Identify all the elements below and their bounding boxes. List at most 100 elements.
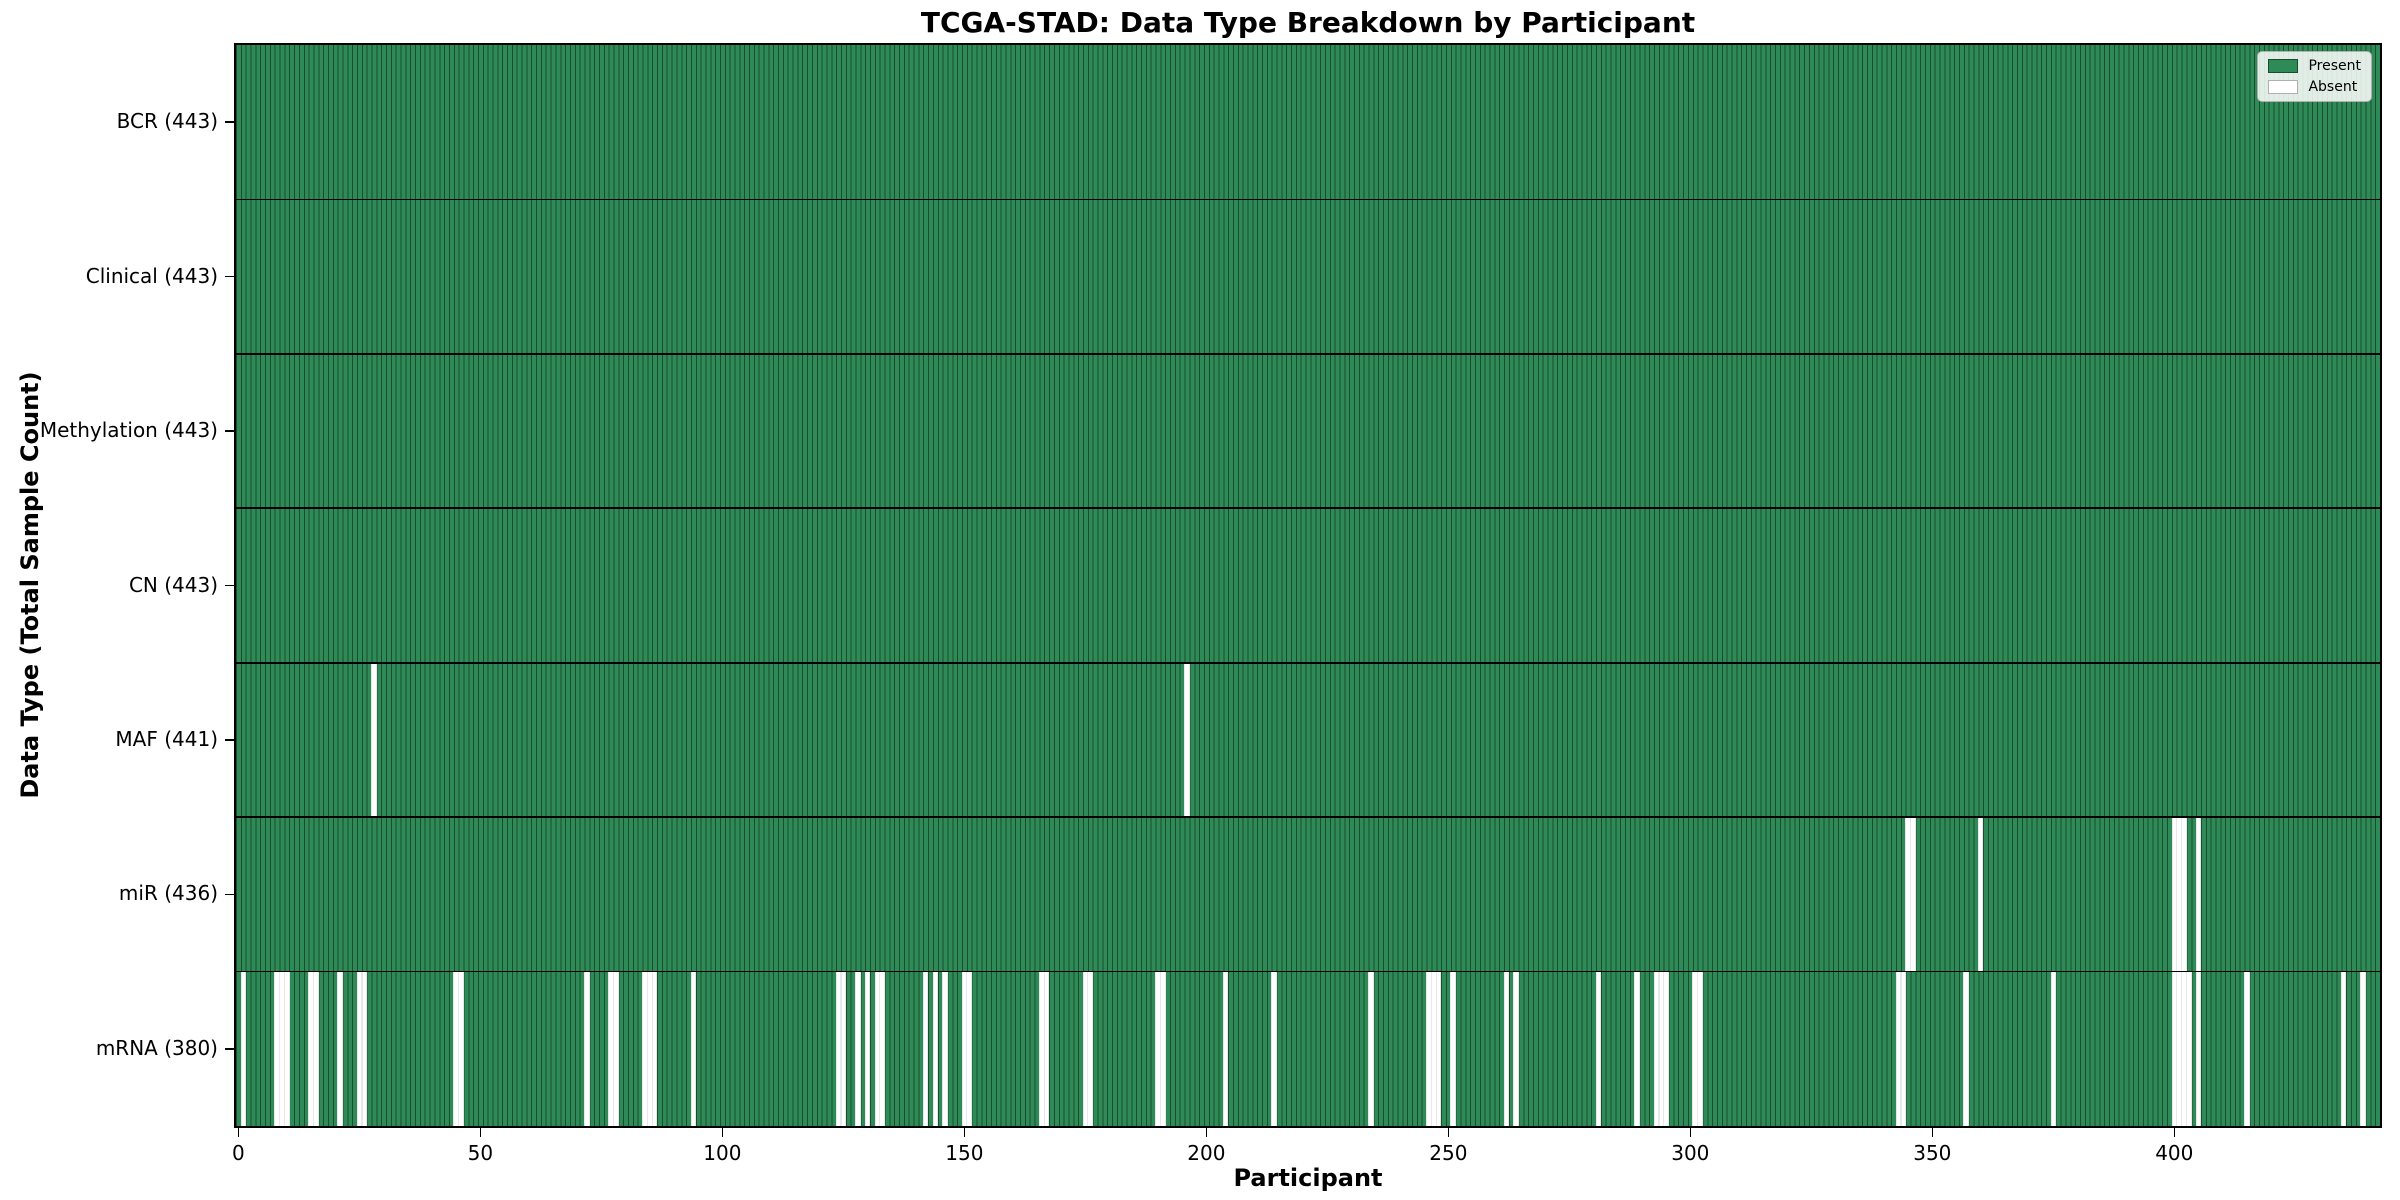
absent-bar (356, 971, 363, 1126)
row-band-bcr (236, 45, 2380, 200)
absent-bar (1431, 971, 1437, 1126)
absent-bar (337, 971, 343, 1126)
legend-label-present: Present (2308, 58, 2361, 74)
absent-bar (313, 971, 319, 1126)
x-axis-label: Participant (1233, 1164, 1383, 1192)
x-tick (721, 1128, 724, 1137)
absent-bar (1087, 971, 1093, 1126)
y-tick (225, 121, 234, 123)
row-band-mrna (236, 971, 2380, 1126)
absent-bar (458, 971, 464, 1126)
absent-bar (932, 971, 939, 1126)
x-tick-label: 350 (1913, 1141, 1952, 1165)
y-tick (225, 275, 234, 278)
x-tick-label: 400 (2155, 1141, 2194, 1165)
x-tick (1205, 1128, 1208, 1137)
absent-bar (840, 971, 847, 1126)
absent-bar (1184, 662, 1190, 818)
y-tick (225, 430, 234, 432)
absent-bar (274, 971, 280, 1126)
absent-bar (2171, 817, 2178, 972)
absent-bar (371, 662, 377, 818)
absent-bar (835, 971, 842, 1126)
absent-bar (1435, 971, 1442, 1126)
chart-title: TCGA-STAD: Data Type Breakdown by Partic… (920, 6, 1696, 39)
absent-bar (1450, 971, 1456, 1126)
legend-item-present: Present (2268, 58, 2361, 74)
row-divider (236, 970, 2380, 973)
absent-bar (1155, 971, 1161, 1126)
absent-bar (584, 971, 590, 1126)
plot-area: Present Absent (234, 43, 2382, 1128)
x-tick-label: 150 (945, 1141, 984, 1165)
absent-bar (2181, 817, 2187, 972)
absent-bar (1426, 971, 1432, 1126)
absent-bar (1043, 971, 1050, 1126)
present-swatch (2268, 59, 2299, 73)
absent-bar (1663, 971, 1669, 1126)
absent-bar (2176, 971, 2182, 1126)
absent-bar (864, 971, 871, 1126)
x-tick-label: 0 (232, 1141, 245, 1165)
absent-bar (1082, 971, 1089, 1126)
y-tick-label: Methylation (443) (39, 418, 218, 443)
absent-bar (1513, 971, 1519, 1126)
absent-bar (651, 971, 658, 1126)
x-tick (1447, 1128, 1450, 1137)
absent-bar (1963, 971, 1969, 1126)
x-tick (237, 1128, 240, 1137)
absent-bar (279, 971, 285, 1126)
absent-bar (855, 971, 861, 1126)
absent-bar (2244, 971, 2250, 1126)
y-tick-label: mRNA (380) (95, 1035, 218, 1060)
absent-bar (1658, 971, 1665, 1126)
absent-bar (1503, 971, 1510, 1126)
absent-bar (2186, 971, 2192, 1126)
y-tick (225, 893, 234, 896)
absent-bar (966, 971, 972, 1126)
absent-bar (1692, 971, 1698, 1126)
row-divider (236, 198, 2380, 201)
row-band-cn (236, 508, 2380, 663)
x-tick (2173, 1128, 2176, 1137)
row-divider (236, 353, 2380, 355)
y-tick (225, 739, 234, 741)
x-tick-label: 100 (703, 1141, 742, 1165)
absent-bar (961, 971, 968, 1126)
absent-bar (922, 971, 929, 1126)
y-tick-label: CN (443) (128, 572, 218, 597)
absent-bar (690, 971, 697, 1126)
absent-bar (1697, 971, 1703, 1126)
absent-bar (240, 971, 246, 1126)
y-tick-label: Clinical (443) (85, 263, 218, 288)
y-tick-label: miR (436) (118, 881, 218, 906)
absent-bar (2195, 971, 2202, 1126)
absent-bar (1978, 817, 1984, 972)
absent-bar (1160, 971, 1166, 1126)
y-tick (225, 584, 234, 587)
absent-bar (879, 971, 885, 1126)
row-divider (236, 661, 2380, 664)
absent-bar (2171, 971, 2178, 1126)
absent-bar (1271, 971, 1277, 1126)
absent-bar (942, 971, 948, 1126)
absent-bar (1595, 971, 1602, 1126)
legend: Present Absent (2257, 51, 2372, 102)
absent-bar (361, 971, 367, 1126)
absent-bar (2050, 971, 2057, 1126)
absent-bar (308, 971, 314, 1126)
absent-bar (1368, 971, 1374, 1126)
legend-item-absent: Absent (2268, 79, 2361, 95)
absent-bar (1900, 971, 1906, 1126)
absent-bar (1905, 817, 1911, 972)
absent-bar (2181, 971, 2187, 1126)
absent-bar (1039, 971, 1045, 1126)
absent-bar (874, 971, 880, 1126)
x-tick (1689, 1128, 1692, 1137)
x-tick (479, 1128, 482, 1137)
absent-bar (453, 971, 459, 1126)
absent-swatch (2268, 80, 2299, 94)
absent-bar (1895, 971, 1902, 1126)
legend-label-absent: Absent (2308, 79, 2358, 95)
absent-bar (1223, 971, 1229, 1126)
